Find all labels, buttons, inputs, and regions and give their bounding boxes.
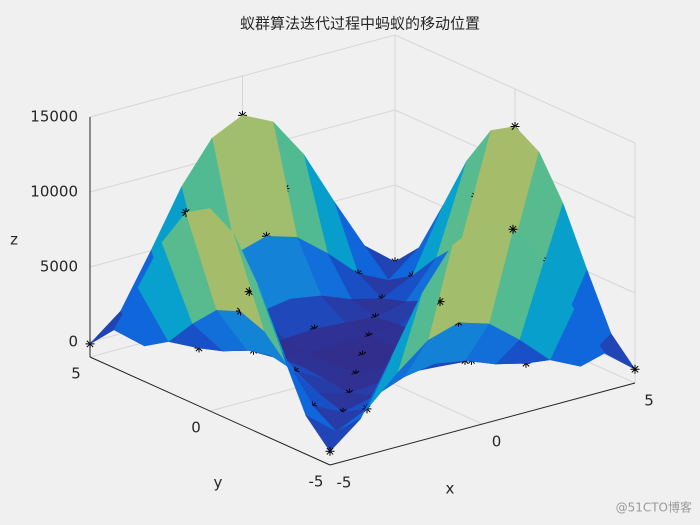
grid-line xyxy=(89,34,396,118)
chart-title: 蚁群算法迭代过程中蚂蚁的移动位置 xyxy=(240,15,480,33)
ant-marker xyxy=(508,224,518,234)
y-axis-label: y xyxy=(214,474,223,492)
ant-marker xyxy=(435,297,445,307)
z-tick-label: 15000 xyxy=(30,108,78,126)
surface-patch xyxy=(305,415,361,452)
y-tick-label: 0 xyxy=(191,419,201,437)
grid-line xyxy=(394,34,636,144)
z-tick-label: 0 xyxy=(68,333,78,351)
ant-marker xyxy=(325,446,335,456)
z-tick-label: 5000 xyxy=(40,258,78,276)
x-axis-label: x xyxy=(446,480,455,498)
ant-marker xyxy=(244,287,254,297)
y-tick-label: -5 xyxy=(309,473,324,491)
ant-marker xyxy=(630,364,640,374)
x-axis xyxy=(329,382,636,466)
z-axis-label: z xyxy=(10,231,18,249)
y-tick-label: 5 xyxy=(71,365,81,383)
y-axis xyxy=(89,356,331,466)
z-tick-label: 10000 xyxy=(30,183,78,201)
x-tick-label: 0 xyxy=(492,433,502,451)
x-tick-label: -5 xyxy=(337,474,352,492)
x-tick-label: 5 xyxy=(644,392,654,410)
watermark: @51CTO博客 xyxy=(616,500,692,515)
